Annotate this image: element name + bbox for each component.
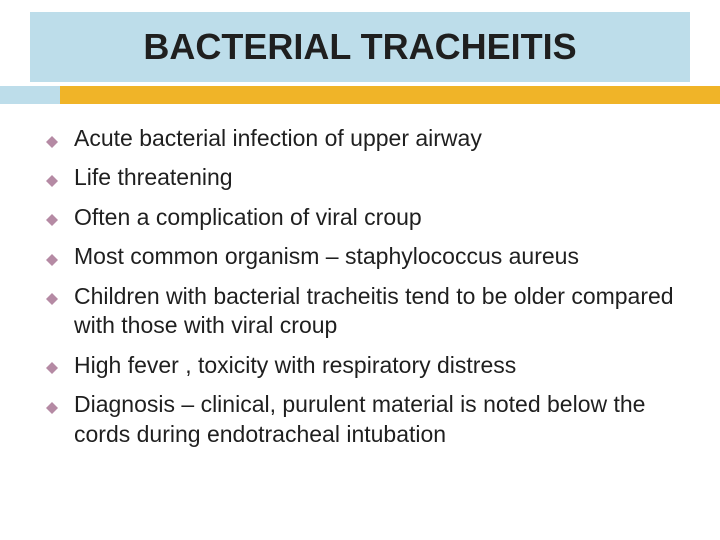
list-item-text: Children with bacterial tracheitis tend … — [74, 283, 674, 338]
accent-row — [0, 86, 720, 104]
accent-right-bar — [60, 86, 720, 104]
list-item-text: High fever , toxicity with respiratory d… — [74, 352, 516, 378]
diamond-bullet-icon — [46, 214, 58, 226]
list-item: Life threatening — [40, 163, 680, 192]
list-item: High fever , toxicity with respiratory d… — [40, 351, 680, 380]
list-item-text: Diagnosis – clinical, purulent material … — [74, 391, 645, 446]
bullet-list: Acute bacterial infection of upper airwa… — [40, 124, 680, 449]
diamond-bullet-icon — [46, 362, 58, 374]
list-item-text: Most common organism – staphylococcus au… — [74, 243, 579, 269]
list-item: Often a complication of viral croup — [40, 203, 680, 232]
list-item: Diagnosis – clinical, purulent material … — [40, 390, 680, 449]
diamond-bullet-icon — [46, 402, 58, 414]
list-item-text: Life threatening — [74, 164, 233, 190]
content-area: Acute bacterial infection of upper airwa… — [40, 124, 680, 520]
diamond-bullet-icon — [46, 136, 58, 148]
list-item: Acute bacterial infection of upper airwa… — [40, 124, 680, 153]
diamond-bullet-icon — [46, 254, 58, 266]
diamond-bullet-icon — [46, 293, 58, 305]
list-item-text: Acute bacterial infection of upper airwa… — [74, 125, 482, 151]
accent-left-block — [0, 86, 60, 104]
list-item: Children with bacterial tracheitis tend … — [40, 282, 680, 341]
slide: BACTERIAL TRACHEITIS Acute bacterial inf… — [0, 0, 720, 540]
slide-title: BACTERIAL TRACHEITIS — [143, 26, 576, 68]
list-item: Most common organism – staphylococcus au… — [40, 242, 680, 271]
diamond-bullet-icon — [46, 175, 58, 187]
list-item-text: Often a complication of viral croup — [74, 204, 422, 230]
title-band: BACTERIAL TRACHEITIS — [30, 12, 690, 82]
